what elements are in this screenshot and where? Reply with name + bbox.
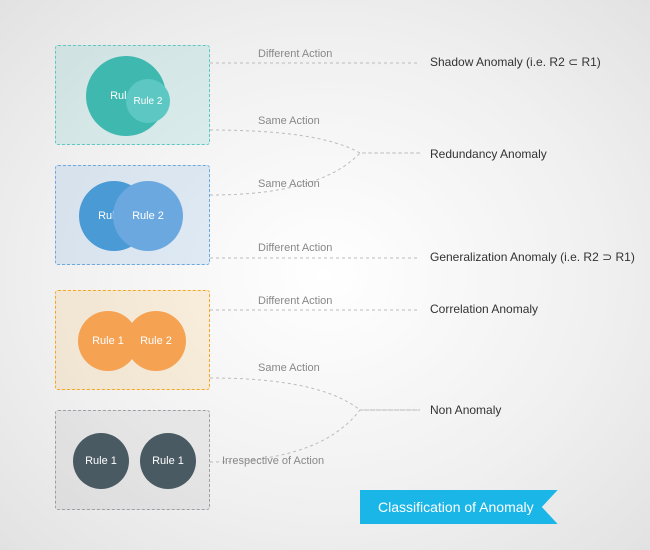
edge-label: Same Action	[258, 115, 320, 127]
edge-label: Irrespective of Action	[222, 455, 324, 467]
box-disjoint: Rule 1Rule 1	[55, 410, 210, 510]
rule-circle: Rule 2	[126, 79, 170, 123]
rule-circle: Rule 1	[73, 433, 129, 489]
anomaly-label: Shadow Anomaly (i.e. R2 ⊂ R1)	[430, 55, 601, 69]
rule-circle: Rule 2	[126, 311, 186, 371]
edge-label: Different Action	[258, 48, 332, 60]
title-ribbon: Classification of Anomaly	[360, 490, 558, 524]
anomaly-label: Non Anomaly	[430, 403, 501, 417]
edge-label: Same Action	[258, 362, 320, 374]
rule-circle: Rule 1	[140, 433, 196, 489]
box-subset: Rule 1Rule 2	[55, 45, 210, 145]
rule-circle: Rule 2	[113, 181, 183, 251]
anomaly-label: Redundancy Anomaly	[430, 147, 547, 161]
title-ribbon-text: Classification of Anomaly	[378, 499, 534, 515]
edge-label: Same Action	[258, 178, 320, 190]
box-overlap-light: Rule 1Rule 2	[55, 290, 210, 390]
anomaly-label: Correlation Anomaly	[430, 302, 538, 316]
box-overlap-heavy: Rule 1Rule 2	[55, 165, 210, 265]
edge-label: Different Action	[258, 295, 332, 307]
edge-label: Different Action	[258, 242, 332, 254]
anomaly-label: Generalization Anomaly (i.e. R2 ⊃ R1)	[430, 250, 635, 264]
